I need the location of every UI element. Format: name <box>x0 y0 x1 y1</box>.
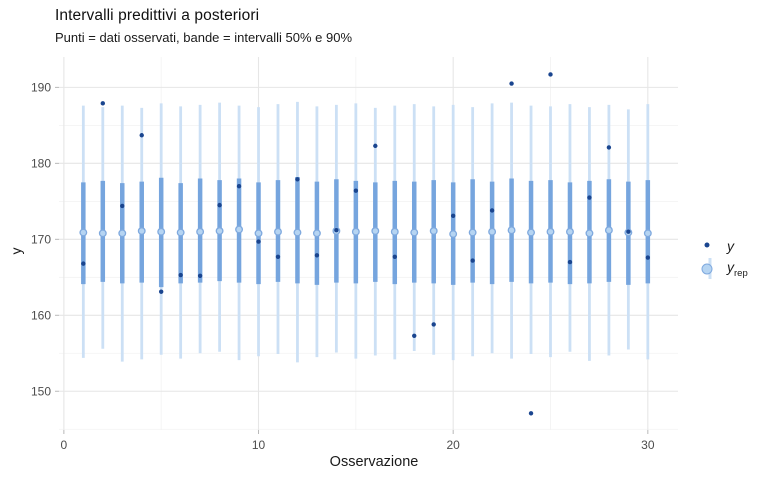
median-point <box>312 229 321 238</box>
observed-point <box>295 177 300 182</box>
observed-point <box>626 229 631 234</box>
median-point <box>196 227 205 236</box>
median-point <box>604 226 613 235</box>
legend: y yrep <box>696 234 748 280</box>
median-point <box>137 227 146 235</box>
legend-label-yrep: yrep <box>727 259 748 279</box>
y-tick-label: 190 <box>31 81 51 95</box>
median-point <box>371 227 380 235</box>
legend-label-yrep-base: y <box>727 258 734 275</box>
observed-point <box>489 208 495 213</box>
median-point <box>643 229 652 238</box>
median-point <box>488 227 497 236</box>
median-point <box>235 225 244 234</box>
median-point <box>351 227 360 236</box>
median-point <box>468 228 477 237</box>
observed-point <box>120 203 125 209</box>
median-point <box>98 229 107 238</box>
observed-point <box>509 81 514 86</box>
observed-point <box>217 202 222 208</box>
median-point <box>410 228 419 237</box>
observed-point <box>334 228 339 233</box>
median-point <box>293 228 302 237</box>
observed-point <box>606 145 612 150</box>
observed-point-swatch <box>696 234 718 257</box>
median-point <box>157 227 166 236</box>
observed-point <box>158 289 164 294</box>
legend-item-yrep: yrep <box>696 257 748 280</box>
x-tick-label: 30 <box>641 438 655 452</box>
median-point <box>585 229 594 238</box>
median-point <box>215 227 224 235</box>
y-tick-label: 150 <box>31 384 51 398</box>
observed-point <box>197 273 203 278</box>
observed-point <box>81 261 86 266</box>
chart-subtitle: Punti = dati osservati, bande = interval… <box>55 30 353 45</box>
legend-label-yrep-sub: rep <box>734 267 748 279</box>
observed-point <box>470 258 475 263</box>
observed-point <box>567 259 573 265</box>
median-point <box>566 227 574 236</box>
observed-point <box>392 254 397 259</box>
observed-point <box>275 254 281 259</box>
observed-point <box>139 133 144 138</box>
median-point <box>118 229 127 238</box>
observed-point <box>645 255 651 260</box>
legend-label-y: y <box>727 237 734 254</box>
y-tick-label: 170 <box>31 233 51 247</box>
median-point <box>79 228 88 237</box>
chart-title: Intervalli predittivi a posteriori <box>55 7 260 24</box>
median-point <box>449 230 458 238</box>
observed-point <box>548 72 553 77</box>
median-point <box>546 227 555 236</box>
observed-point <box>236 183 242 189</box>
x-tick-label: 10 <box>252 438 266 452</box>
observed-point <box>412 333 417 339</box>
observed-point <box>353 188 359 193</box>
y-tick-label: 160 <box>31 308 51 322</box>
median-point <box>527 228 535 237</box>
observed-point <box>528 411 534 416</box>
observed-point <box>314 253 320 258</box>
observed-point <box>178 272 183 278</box>
x-axis-title: Osservazione <box>329 454 419 470</box>
observed-point <box>450 213 456 218</box>
median-point <box>254 229 263 238</box>
observed-point <box>100 101 105 106</box>
y-tick-label: 180 <box>31 157 51 171</box>
median-point <box>390 227 399 236</box>
observed-point <box>587 195 592 200</box>
median-point <box>176 228 185 237</box>
observed-point <box>256 239 261 244</box>
median-point <box>429 227 438 235</box>
observed-point <box>431 322 436 327</box>
x-tick-label: 20 <box>446 438 460 452</box>
median-point <box>274 227 282 236</box>
median-point <box>507 226 516 235</box>
yrep-swatch <box>696 257 718 280</box>
x-tick-label: 0 <box>61 438 68 452</box>
observed-point <box>373 143 378 149</box>
legend-item-y: y <box>696 234 748 257</box>
